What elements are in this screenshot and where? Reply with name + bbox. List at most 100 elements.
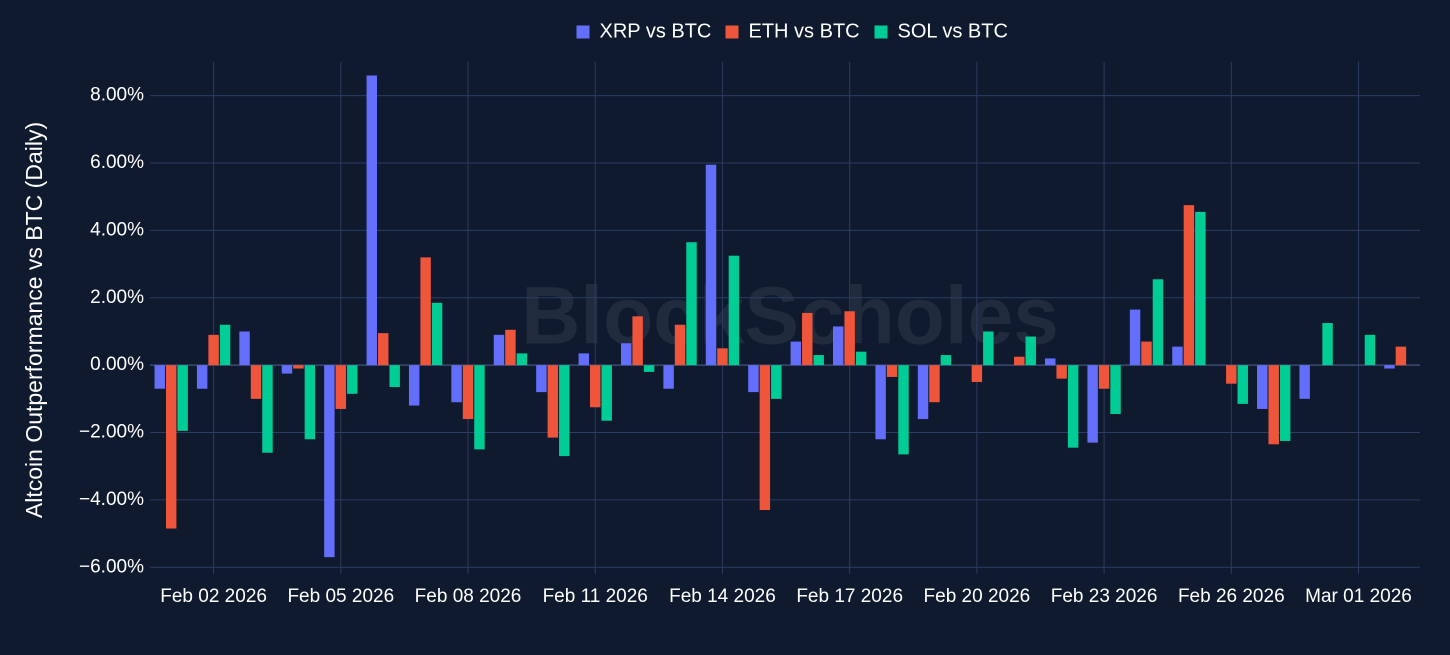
bar-sol[interactable] — [855, 351, 867, 366]
bar-sol[interactable] — [516, 353, 528, 366]
axis-layer: 8.00% 6.00% 4.00% 2.00% 0.00% −2.00% −4.00% −6.… — [79, 85, 1412, 607]
bar-xrp[interactable] — [1172, 346, 1183, 366]
bar-xrp[interactable] — [408, 365, 420, 406]
bar-sol[interactable] — [601, 365, 612, 421]
bar-sol[interactable] — [643, 365, 655, 372]
bar-sol[interactable] — [686, 242, 697, 366]
bar-sol[interactable] — [771, 365, 782, 399]
bar-sol[interactable] — [1195, 211, 1206, 366]
bar-sol[interactable] — [1364, 334, 1376, 366]
bar-xrp[interactable] — [1045, 358, 1056, 366]
bar-sol[interactable] — [728, 255, 740, 366]
bar-xrp[interactable] — [281, 365, 293, 374]
bar-eth[interactable] — [377, 333, 389, 366]
bar-xrp[interactable] — [875, 365, 886, 440]
bar-xrp[interactable] — [663, 365, 674, 389]
bar-sol[interactable] — [1067, 365, 1079, 448]
bar-eth[interactable] — [590, 365, 601, 408]
bar-xrp[interactable] — [578, 353, 590, 366]
bar-sol[interactable] — [1237, 365, 1248, 404]
bar-eth[interactable] — [293, 365, 304, 369]
bar-eth[interactable] — [802, 312, 813, 366]
y-tick-label: 6.00% — [90, 152, 144, 173]
bar-eth[interactable] — [886, 365, 898, 377]
bar-xrp[interactable] — [1129, 309, 1141, 366]
bar-sol[interactable] — [347, 365, 358, 394]
bar-xrp[interactable] — [493, 334, 505, 366]
bar-eth[interactable] — [844, 311, 855, 366]
bar-eth[interactable] — [1268, 365, 1279, 445]
bar-xrp[interactable] — [620, 343, 632, 366]
bar-xrp[interactable] — [154, 365, 165, 389]
bar-sol[interactable] — [983, 331, 994, 366]
bar-xrp[interactable] — [239, 331, 250, 366]
bar-xrp[interactable] — [451, 365, 462, 403]
bar-eth[interactable] — [674, 324, 686, 366]
bar-sol[interactable] — [559, 365, 570, 457]
bar-sol[interactable] — [940, 355, 952, 366]
bar-sol[interactable] — [1279, 365, 1291, 441]
bar-eth[interactable] — [1014, 356, 1025, 366]
bar-eth[interactable] — [1226, 365, 1237, 384]
bar-xrp[interactable] — [748, 365, 759, 393]
bar-sol[interactable] — [219, 324, 231, 366]
bar-sol[interactable] — [1322, 323, 1333, 366]
bar-eth[interactable] — [547, 365, 559, 438]
bar-xrp[interactable] — [917, 365, 929, 420]
bar-eth[interactable] — [929, 365, 940, 403]
bar-eth[interactable] — [1395, 346, 1407, 366]
bar-xrp[interactable] — [832, 326, 844, 366]
x-tick-label: Feb 20 2026 — [924, 586, 1031, 607]
x-tick-label: Feb 11 2026 — [543, 586, 648, 607]
bar-sol[interactable] — [813, 355, 824, 366]
legend-item-xrp[interactable]: XRP vs BTC — [576, 20, 712, 42]
bar-xrp[interactable] — [790, 341, 802, 366]
bar-sol[interactable] — [389, 365, 400, 388]
bar-eth[interactable] — [165, 365, 177, 529]
bar-sol[interactable] — [474, 365, 485, 450]
bar-xrp[interactable] — [705, 164, 717, 366]
bar-xrp[interactable] — [1087, 365, 1098, 443]
bar-eth[interactable] — [335, 365, 347, 409]
bar-eth[interactable] — [462, 365, 474, 420]
y-tick-label: −6.00% — [79, 556, 144, 577]
bar-eth[interactable] — [250, 365, 262, 399]
bar-xrp[interactable] — [536, 365, 547, 393]
bar-eth[interactable] — [1098, 365, 1110, 389]
bar-sol[interactable] — [898, 365, 909, 455]
bar-xrp[interactable] — [1384, 365, 1395, 369]
bar-eth[interactable] — [632, 316, 643, 366]
bar-eth[interactable] — [420, 257, 431, 366]
legend-swatch — [576, 25, 590, 39]
bar-sol[interactable] — [262, 365, 273, 453]
bar-xrp[interactable] — [1257, 365, 1268, 409]
bar-sol[interactable] — [1152, 279, 1164, 366]
bar-sol[interactable] — [177, 365, 188, 431]
bar-eth[interactable] — [1056, 365, 1067, 379]
bar-eth[interactable] — [717, 348, 728, 366]
x-tick-label: Feb 17 2026 — [796, 586, 903, 607]
bar-xrp[interactable] — [1299, 365, 1310, 399]
watermark: BlockScholes — [521, 271, 1059, 362]
y-tick-label: 2.00% — [90, 287, 144, 308]
bar-eth[interactable] — [1183, 205, 1195, 366]
bar-sol[interactable] — [1110, 365, 1121, 414]
bar-xrp[interactable] — [366, 75, 377, 366]
legend-item-sol[interactable]: SOL vs BTC — [874, 20, 1008, 42]
bar-sol[interactable] — [304, 365, 316, 440]
y-tick-label: 8.00% — [90, 85, 144, 106]
bar-eth[interactable] — [505, 329, 516, 366]
bar-eth[interactable] — [759, 365, 771, 510]
legend-swatch — [725, 25, 739, 39]
legend[interactable]: XRP vs BTC ETH vs BTC SOL vs BTC — [576, 20, 1008, 42]
bar-eth[interactable] — [1141, 341, 1152, 366]
bar-xrp[interactable] — [324, 365, 335, 558]
bar-eth[interactable] — [208, 334, 219, 366]
bar-sol[interactable] — [431, 302, 443, 366]
legend-item-eth[interactable]: ETH vs BTC — [725, 20, 860, 42]
bar-xrp[interactable] — [196, 365, 208, 389]
bar-sol[interactable] — [1025, 336, 1036, 366]
bar-eth[interactable] — [971, 365, 983, 382]
